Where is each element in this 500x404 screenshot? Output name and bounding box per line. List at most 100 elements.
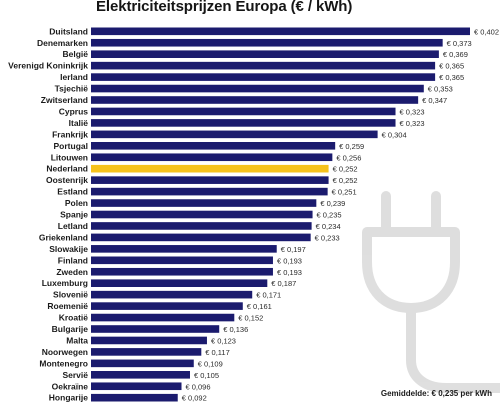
category-label-polen: Polen [65, 198, 88, 208]
bar-tsjechie [91, 84, 424, 93]
category-label-frankrijk: Frankrijk [52, 129, 88, 139]
category-label-griekenland: Griekenland [39, 232, 88, 242]
value-label-polen: € 0,239 [320, 199, 345, 208]
bar-ierland [91, 73, 436, 81]
category-label-tsjechie: Tsjechië [55, 84, 89, 94]
bar-kroatie [91, 313, 235, 322]
value-label-slovenie: € 0,171 [256, 291, 281, 300]
category-label-denemarken: Denemarken [37, 38, 88, 48]
value-label-kroatie: € 0,152 [238, 314, 263, 323]
value-label-portugal: € 0,259 [339, 142, 364, 151]
bar-zwitserland [91, 96, 419, 104]
chart-title: Elektriciteitsprijzen Europa (€ / kWh) [96, 0, 353, 15]
category-label-duitsland: Duitsland [49, 26, 88, 36]
category-label-portugal: Portugal [54, 141, 88, 151]
value-label-litouwen: € 0,256 [336, 153, 361, 162]
value-label-bulgarije: € 0,136 [223, 325, 248, 334]
category-label-oekraine: Oekraïne [52, 381, 89, 391]
value-label-nederland: € 0,252 [333, 165, 358, 174]
category-label-letland: Letland [58, 221, 88, 231]
category-label-nederland: Nederland [46, 164, 88, 174]
bar-finland [91, 256, 273, 265]
bar-spanje [91, 210, 313, 219]
power-plug-icon [362, 191, 500, 393]
value-label-noorwegen: € 0,117 [205, 348, 229, 357]
bar-servie [91, 371, 190, 379]
value-label-letland: € 0,234 [316, 222, 341, 231]
value-label-duitsland: € 0,402 [474, 27, 499, 36]
bar-frankrijk [91, 130, 378, 139]
category-label-zweden: Zweden [56, 267, 88, 277]
category-label-estland: Estland [57, 187, 88, 197]
category-label-slowakije: Slowakije [49, 244, 88, 254]
bar-luxemburg [91, 279, 268, 287]
bar-malta [91, 336, 207, 345]
category-label-slovenie: Slovenië [53, 290, 88, 300]
value-label-griekenland: € 0,233 [315, 233, 340, 242]
value-label-finland: € 0,193 [277, 256, 302, 265]
value-label-servie: € 0,105 [194, 371, 219, 380]
category-label-verenigd-koninkrijk: Verenigd Koninkrijk [8, 61, 88, 71]
bar-denemarken [91, 38, 443, 47]
category-label-ierland: Ierland [60, 72, 88, 82]
value-labels: € 0,402€ 0,373 € 0,369 € 0,365 € 0,365 € 0,3… [182, 27, 499, 402]
bar-italie [91, 119, 396, 127]
category-label-noorwegen: Noorwegen [42, 347, 88, 357]
value-label-estland: € 0,251 [332, 188, 357, 197]
category-label-oostenrijk: Oostenrijk [46, 175, 88, 185]
bars-group [91, 27, 470, 402]
bar-portugal [91, 142, 336, 150]
bar-slovenie [91, 290, 253, 299]
value-label-zwitserland: € 0,347 [422, 96, 447, 105]
bar-belgie [91, 50, 439, 58]
value-label-denemarken: € 0,373 [447, 39, 472, 48]
category-label-hongarije: Hongarije [49, 393, 88, 403]
bar-bulgarije [91, 325, 220, 333]
value-label-spanje: € 0,235 [317, 211, 342, 220]
value-label-zweden: € 0,193 [277, 268, 302, 277]
category-label-finland: Finland [58, 255, 88, 265]
value-label-italie: € 0,323 [400, 119, 425, 128]
category-label-montenegro: Montenegro [39, 358, 88, 368]
bar-litouwen [91, 153, 333, 162]
category-label-bulgarije: Bulgarije [52, 324, 89, 334]
category-label-zwitserland: Zwitserland [41, 95, 88, 105]
value-label-hongarije: € 0,092 [182, 394, 207, 403]
value-label-verenigd-koninkrijk: € 0,365 [439, 62, 464, 71]
value-label-cyprus: € 0,323 [400, 107, 425, 116]
category-label-kroatie: Kroatië [59, 313, 89, 323]
bar-oostenrijk [91, 176, 329, 184]
value-label-luxemburg: € 0,187 [271, 279, 296, 288]
value-label-belgie: € 0,369 [443, 50, 468, 59]
value-label-montenegro: € 0,109 [198, 359, 223, 368]
bar-slowakije [91, 245, 277, 253]
bar-verenigd-koninkrijk [91, 61, 436, 70]
bar-griekenland [91, 233, 311, 242]
value-label-frankrijk: € 0,304 [382, 130, 407, 139]
bar-duitsland [91, 27, 470, 36]
category-label-italie: Italië [69, 118, 89, 128]
value-label-ierland: € 0,365 [439, 73, 464, 82]
bar-montenegro [91, 359, 194, 368]
value-label-oostenrijk: € 0,252 [333, 176, 358, 185]
value-label-malta: € 0,123 [211, 336, 236, 345]
category-label-belgie: België [62, 49, 88, 59]
bar-nederland [91, 164, 329, 173]
bar-letland [91, 222, 312, 230]
category-label-servie: Servië [62, 370, 88, 380]
bar-estland [91, 187, 328, 196]
bar-hongarije [91, 393, 178, 402]
category-label-litouwen: Litouwen [51, 152, 88, 162]
bar-noorwegen [91, 348, 202, 356]
bar-zweden [91, 267, 273, 276]
bar-polen [91, 199, 317, 207]
value-label-tsjechie: € 0,353 [428, 85, 453, 94]
category-label-luxemburg: Luxemburg [42, 278, 88, 288]
value-label-slowakije: € 0,197 [281, 245, 306, 254]
category-label-roemenie: Roemenië [47, 301, 88, 311]
value-label-oekraine: € 0,096 [186, 382, 211, 391]
category-label-malta: Malta [66, 335, 88, 345]
category-label-cyprus: Cyprus [59, 106, 89, 116]
